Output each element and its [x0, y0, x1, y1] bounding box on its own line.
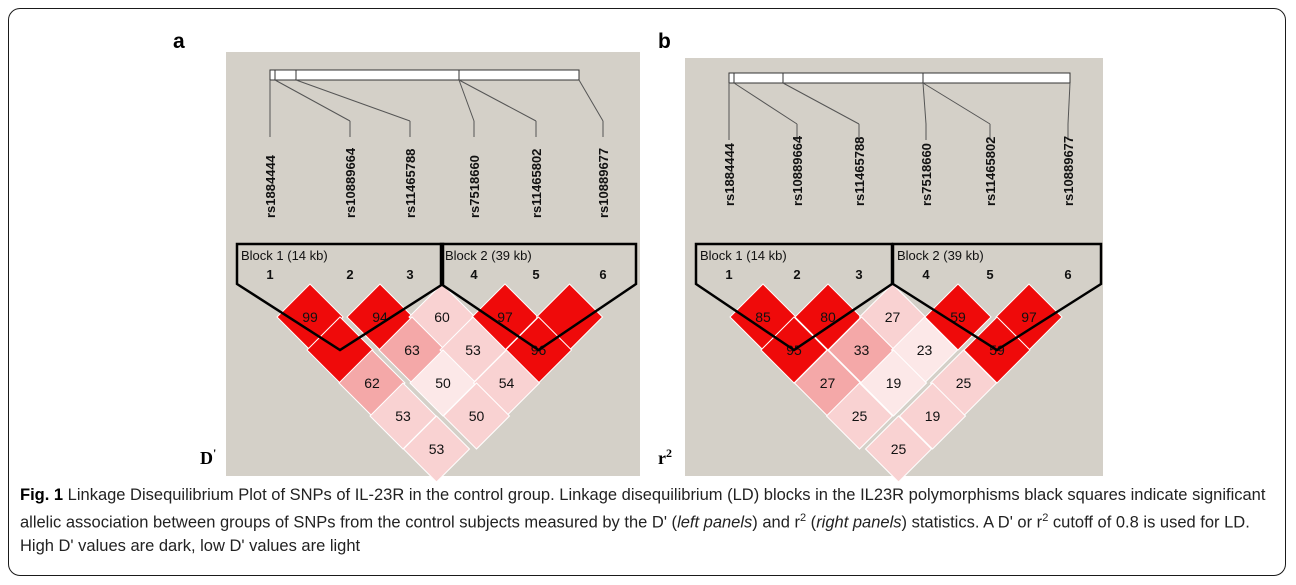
ld-cell-value: 97 [497, 309, 513, 325]
ld-cell-value: 19 [886, 375, 902, 391]
ld-cell-value: 53 [395, 408, 411, 424]
snp-name-label: rs1884444 [722, 142, 737, 206]
snp-name-label: rs10889677 [596, 148, 611, 218]
ld-cell [402, 415, 471, 483]
ld-block-outline [235, 242, 445, 352]
ld-cell-value: 53 [465, 342, 481, 358]
snp-connector-line [274, 79, 351, 122]
snp-marker-number: 6 [599, 267, 606, 282]
ld-cell-value: 63 [404, 342, 420, 358]
ld-cell-value: 62 [364, 375, 380, 391]
panel-b-ld-plot: rs1884444 rs10889664 rs11465788 rs7518660 rs… [694, 72, 1103, 483]
snp-connector-line [1067, 82, 1071, 125]
snp-connector-line [458, 79, 537, 122]
snp-connector-line [922, 82, 991, 125]
snp-marker-number: 3 [855, 267, 862, 282]
snp-marker-number: 1 [725, 267, 732, 282]
snp-marker-number: 4 [922, 267, 930, 282]
snp-connector-line [782, 82, 860, 125]
panel-b-statistic-label: r2 [658, 446, 672, 468]
ld-cell [859, 349, 928, 417]
snp-marker-number: 2 [793, 267, 800, 282]
panel-a-snp-map-bar [269, 69, 580, 81]
panel-a-ld-plot: rs1884444 rs10889664 rs11465788 rs7518660 rs… [235, 69, 638, 483]
panel-b-snp-map-bar [728, 72, 1071, 84]
snp-marker-number: 6 [1064, 267, 1071, 282]
snp-connector-line [578, 79, 604, 122]
ld-cell-value: 25 [891, 441, 907, 457]
ld-cell [898, 382, 967, 450]
snp-marker-number: 2 [346, 267, 353, 282]
ld-cell-value: 27 [820, 375, 836, 391]
ld-cell-value: 99 [302, 309, 318, 325]
snp-marker-number: 1 [266, 267, 273, 282]
ld-block-label: Block 1 (14 kb) [700, 248, 787, 263]
panel-a-statistic-label: D' [200, 446, 217, 468]
ld-cell-value: 94 [372, 309, 388, 325]
ld-cell [442, 382, 511, 450]
panel-a-label: a [173, 30, 185, 53]
snp-marker-number: 5 [986, 267, 993, 282]
snp-connector-line [922, 82, 927, 125]
snp-marker-number: 4 [470, 267, 478, 282]
ld-cell [825, 382, 894, 450]
ld-cell-value: 25 [956, 375, 972, 391]
ld-cell-value: 50 [435, 375, 451, 391]
ld-cell-value: 19 [925, 408, 941, 424]
snp-name-label: rs7518660 [467, 155, 482, 218]
ld-cell-value: 97 [1021, 309, 1037, 325]
snp-name-label: rs11465788 [403, 149, 418, 218]
figure-caption: Fig. 1 Linkage Disequilibrium Plot of SN… [20, 486, 1266, 555]
snp-name-label: rs7518660 [919, 143, 934, 206]
snp-connector-line [458, 79, 475, 122]
ld-cell-value: 59 [950, 309, 966, 325]
ld-cell-value: 33 [854, 342, 870, 358]
snp-connector-line [733, 82, 798, 125]
ld-block-label: Block 2 (39 kb) [897, 248, 984, 263]
panel-b-label: b [658, 30, 671, 53]
ld-cell [864, 415, 933, 483]
snp-name-label: rs1884444 [263, 154, 278, 218]
ld-block-label: Block 1 (14 kb) [241, 248, 328, 263]
figure-frame [8, 8, 1286, 576]
ld-cell-value: 54 [499, 375, 515, 391]
ld-cell-value: 53 [429, 441, 445, 457]
ld-block-outline [694, 242, 894, 352]
ld-cell-value: 85 [755, 309, 771, 325]
ld-cell-value: 60 [434, 309, 450, 325]
ld-cell-value: 23 [917, 342, 933, 358]
ld-cell-value: 25 [852, 408, 868, 424]
ld-block-outline [439, 242, 638, 352]
snp-name-label: rs11465788 [852, 137, 867, 206]
ld-block-label: Block 2 (39 kb) [445, 248, 532, 263]
ld-cell-value: 27 [885, 309, 901, 325]
snp-name-label: rs11465802 [529, 149, 544, 218]
snp-marker-number: 5 [532, 267, 539, 282]
snp-name-label: rs10889664 [343, 147, 358, 218]
snp-connector-line [295, 79, 411, 122]
ld-cell-value: 50 [469, 408, 485, 424]
snp-name-label: rs10889664 [790, 135, 805, 206]
snp-name-label: rs11465802 [983, 137, 998, 206]
snp-marker-number: 3 [406, 267, 413, 282]
ld-block-outline [891, 242, 1103, 352]
caption-figure-number: Fig. 1 [20, 486, 64, 504]
ld-cell-value: 80 [820, 309, 836, 325]
snp-name-label: rs10889677 [1061, 136, 1076, 206]
